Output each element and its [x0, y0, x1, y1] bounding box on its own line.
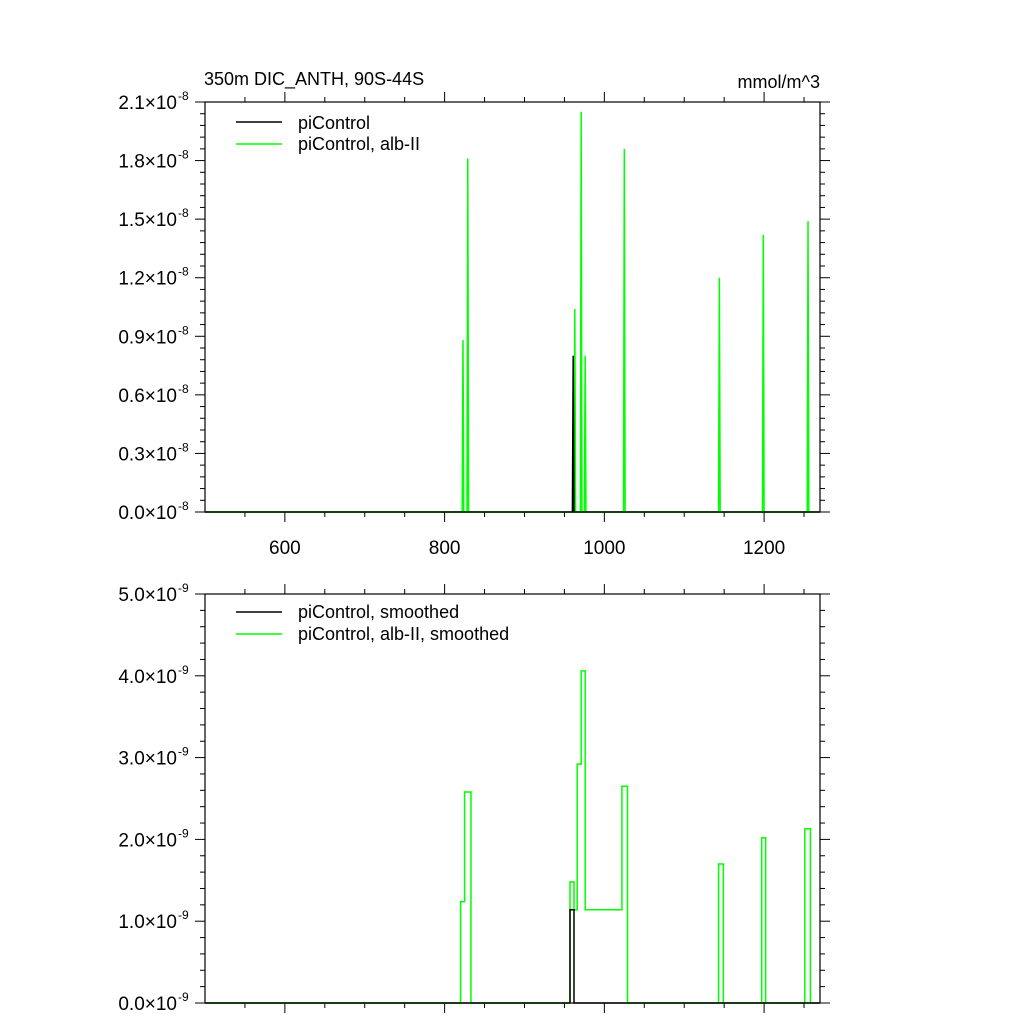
bottom-legend: piControl, smoothed piControl, alb-II, s…	[236, 602, 509, 644]
top-panel: 350m DIC_ANTH, 90S-44S mmol/m^3 600 800 10…	[118, 69, 830, 559]
y-tick-label: 2.1×10	[118, 93, 177, 114]
y-tick-exponent: -8	[178, 265, 189, 279]
x-tick-label: 600	[269, 538, 301, 559]
units-label: mmol/m^3	[738, 72, 820, 92]
bottom-panel: 0.0×10 -91.0×10 -92.0×10 -93.0×10 -94.0×10 -9…	[118, 581, 830, 1015]
y-tick-exponent: -9	[178, 908, 189, 922]
y-tick-label: 0.3×10	[118, 444, 177, 465]
y-tick-label: 1.0×10	[118, 912, 177, 933]
y-tick-exponent: -9	[178, 581, 189, 595]
legend-label-picontrol-alb-ii-smoothed: piControl, alb-II, smoothed	[298, 624, 509, 644]
y-tick-exponent: -8	[178, 89, 189, 103]
plot-frame	[204, 593, 821, 1004]
bottom-plot-area: 0.0×10 -91.0×10 -92.0×10 -93.0×10 -94.0×10 -9…	[118, 581, 830, 1015]
y-tick-exponent: -8	[178, 382, 189, 396]
legend-label-picontrol-smoothed: piControl, smoothed	[298, 602, 459, 622]
y-tick-exponent: -8	[178, 148, 189, 162]
y-tick-label: 1.8×10	[118, 152, 177, 173]
y-tick-exponent: -8	[178, 323, 189, 337]
y-tick-label: 2.0×10	[118, 830, 177, 851]
y-tick-exponent: -9	[178, 663, 189, 677]
y-tick-exponent: -8	[178, 440, 189, 454]
y-tick-exponent: -9	[178, 990, 189, 1004]
y-tick-label: 4.0×10	[118, 667, 177, 688]
x-tick-label: 800	[429, 538, 461, 559]
plot-frame	[204, 101, 821, 513]
y-tick-label: 1.5×10	[118, 210, 177, 231]
y-tick-label: 5.0×10	[118, 585, 177, 606]
y-tick-label: 0.6×10	[118, 386, 177, 407]
y-tick-exponent: -9	[178, 826, 189, 840]
x-tick-label: 1000	[583, 538, 625, 559]
y-tick-label: 3.0×10	[118, 749, 177, 770]
y-tick-label: 0.0×10	[118, 994, 177, 1015]
top-legend: piControl piControl, alb-II	[236, 113, 420, 154]
chart-title: 350m DIC_ANTH, 90S-44S	[204, 69, 424, 90]
legend-label-picontrol-alb-ii: piControl, alb-II	[298, 134, 420, 154]
y-tick-label: 0.0×10	[118, 503, 177, 524]
y-tick-label: 1.2×10	[118, 269, 177, 290]
y-tick-exponent: -9	[178, 745, 189, 759]
series-line-picontrol-alb-ii	[205, 111, 820, 513]
series-line-picontrol-alb-ii-smoothed	[205, 670, 820, 1004]
y-tick-exponent: -8	[178, 499, 189, 513]
x-tick-label: 1200	[743, 538, 785, 559]
legend-label-picontrol: piControl	[298, 113, 370, 133]
series-line-picontrol	[205, 355, 820, 513]
y-tick-exponent: -8	[178, 206, 189, 220]
y-tick-label: 0.9×10	[118, 327, 177, 348]
series-line-picontrol-smoothed	[205, 908, 820, 1004]
